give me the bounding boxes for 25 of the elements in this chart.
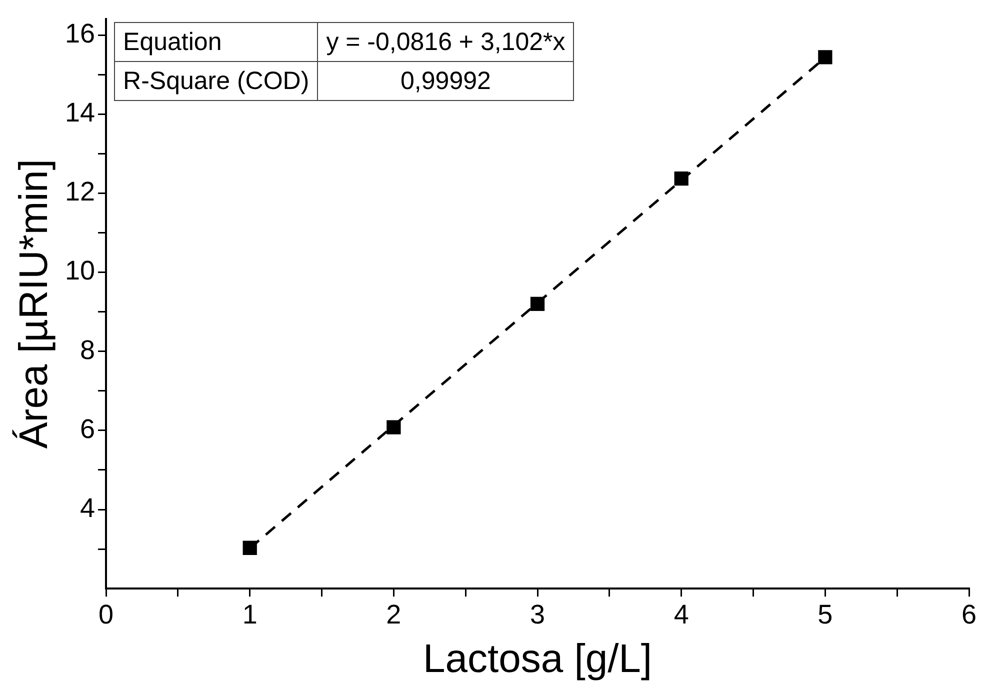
annotation: R-Square (COD): [114, 62, 318, 101]
x-tick-label: 5: [818, 599, 833, 630]
x-tick-label: 4: [674, 599, 689, 630]
x-tick-label: 1: [242, 599, 258, 630]
point: [386, 420, 401, 434]
point: [818, 50, 832, 64]
y-tick-label: 16: [64, 18, 96, 48]
y-axis-title: Área [µRIU*min]: [12, 159, 56, 449]
y-tick-label: 14: [64, 98, 96, 128]
point: [530, 296, 545, 311]
y-tick-label: 4: [80, 492, 96, 523]
y-tick-label: 12: [64, 176, 96, 207]
point: [242, 540, 257, 555]
x-tick-label: 0: [98, 599, 114, 630]
annotation: 0,99992: [318, 62, 574, 101]
x-tick-label: 2: [386, 599, 402, 630]
y-tick-label: 10: [64, 256, 96, 286]
x-tick-label: 3: [530, 599, 546, 630]
x-axis-title: Lactosa [g/L]: [422, 637, 652, 682]
annotation: y = -0,0816 + 3,102*x: [318, 22, 574, 62]
y-tick-label: 8: [80, 334, 96, 365]
point: [674, 171, 688, 186]
y-tick-label: 6: [80, 414, 96, 444]
x-tick-label: 6: [961, 599, 977, 630]
annotation: Equation: [114, 22, 318, 62]
